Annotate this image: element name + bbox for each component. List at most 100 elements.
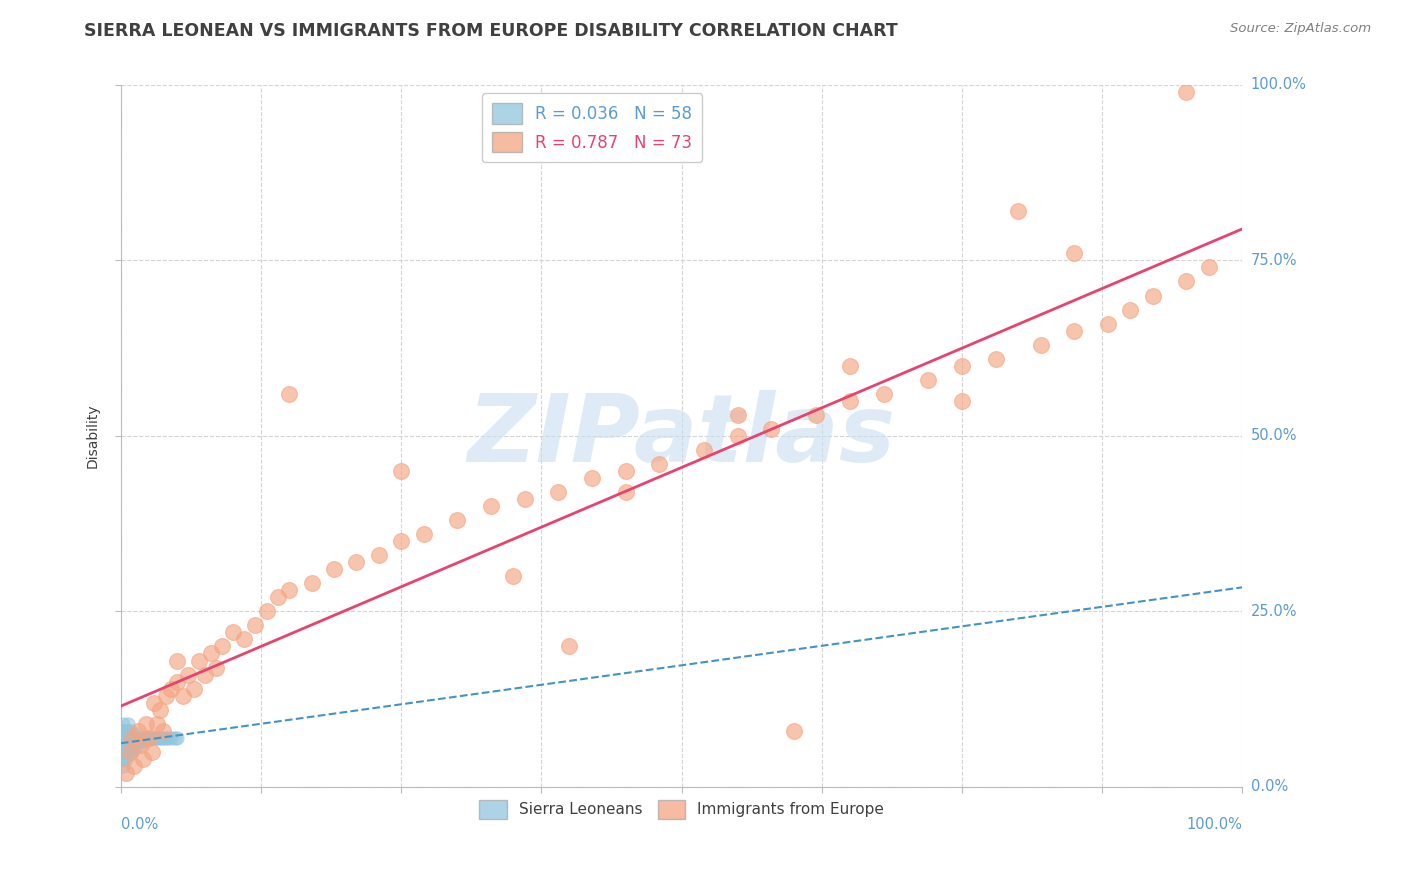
Point [143,696,166,710]
Point [125,731,148,745]
Point [367,548,389,562]
Point [160,681,183,696]
Point [152,723,174,738]
Point [145,716,167,731]
Text: 25.0%: 25.0% [1251,604,1298,619]
Point [141,745,163,759]
Point [114,738,136,752]
Point [172,689,194,703]
Point [124,741,146,756]
Point [1007,204,1029,219]
Point [950,393,973,408]
Point [118,745,141,759]
Point [389,534,412,549]
Point [301,576,323,591]
Point [1175,85,1198,99]
Point [446,513,468,527]
Point [267,591,290,605]
Point [135,731,157,745]
Point [761,422,783,436]
Point [134,716,156,731]
Point [1097,317,1119,331]
Point [112,738,135,752]
Point [118,738,141,752]
Point [117,731,139,745]
Point [278,583,301,598]
Point [132,752,155,766]
Point [1198,260,1220,275]
Point [1029,337,1052,351]
Point [502,569,524,583]
Point [256,604,278,618]
Point [124,727,146,741]
Point [120,723,142,738]
Point [211,640,233,654]
Point [1175,275,1198,289]
Text: ZIPatlas: ZIPatlas [468,390,896,482]
Point [117,745,139,759]
Point [141,731,163,745]
Point [120,738,142,752]
Point [727,408,749,422]
Point [389,464,412,478]
Point [148,731,170,745]
Point [183,681,205,696]
Point [111,723,134,738]
Point [558,640,581,654]
Point [129,731,152,745]
Point [129,738,152,752]
Point [166,674,188,689]
Point [152,731,174,745]
Y-axis label: Disability: Disability [86,403,100,468]
Point [233,632,256,647]
Point [112,716,135,731]
Point [127,738,149,752]
Point [118,723,141,738]
Point [112,723,135,738]
Point [118,731,141,745]
Legend: Sierra Leoneans, Immigrants from Europe: Sierra Leoneans, Immigrants from Europe [472,794,890,825]
Point [205,660,228,674]
Point [111,731,134,745]
Point [155,731,177,745]
Point [111,738,134,752]
Point [122,738,145,752]
Point [166,731,188,745]
Point [1119,302,1142,317]
Point [121,731,143,745]
Point [115,765,138,780]
Point [117,716,139,731]
Point [139,731,162,745]
Point [838,359,860,373]
Text: SIERRA LEONEAN VS IMMIGRANTS FROM EUROPE DISABILITY CORRELATION CHART: SIERRA LEONEAN VS IMMIGRANTS FROM EUROPE… [84,22,898,40]
Point [138,731,160,745]
Point [513,491,536,506]
Point [323,562,346,576]
Point [115,723,138,738]
Point [872,386,894,401]
Point [112,731,135,745]
Point [806,408,828,422]
Point [112,759,135,773]
Text: 100.0%: 100.0% [1187,817,1243,832]
Point [115,734,138,748]
Point [614,485,637,500]
Point [132,734,155,748]
Point [138,732,160,747]
Point [114,745,136,759]
Point [134,731,156,745]
Point [838,393,860,408]
Point [131,732,153,747]
Text: 50.0%: 50.0% [1251,428,1298,443]
Point [112,745,135,759]
Point [412,527,434,541]
Point [917,373,939,387]
Point [160,731,183,745]
Point [121,745,143,759]
Point [783,723,806,738]
Point [112,731,135,745]
Point [111,752,134,766]
Point [121,731,143,745]
Point [155,689,177,703]
Text: 0.0%: 0.0% [121,817,157,832]
